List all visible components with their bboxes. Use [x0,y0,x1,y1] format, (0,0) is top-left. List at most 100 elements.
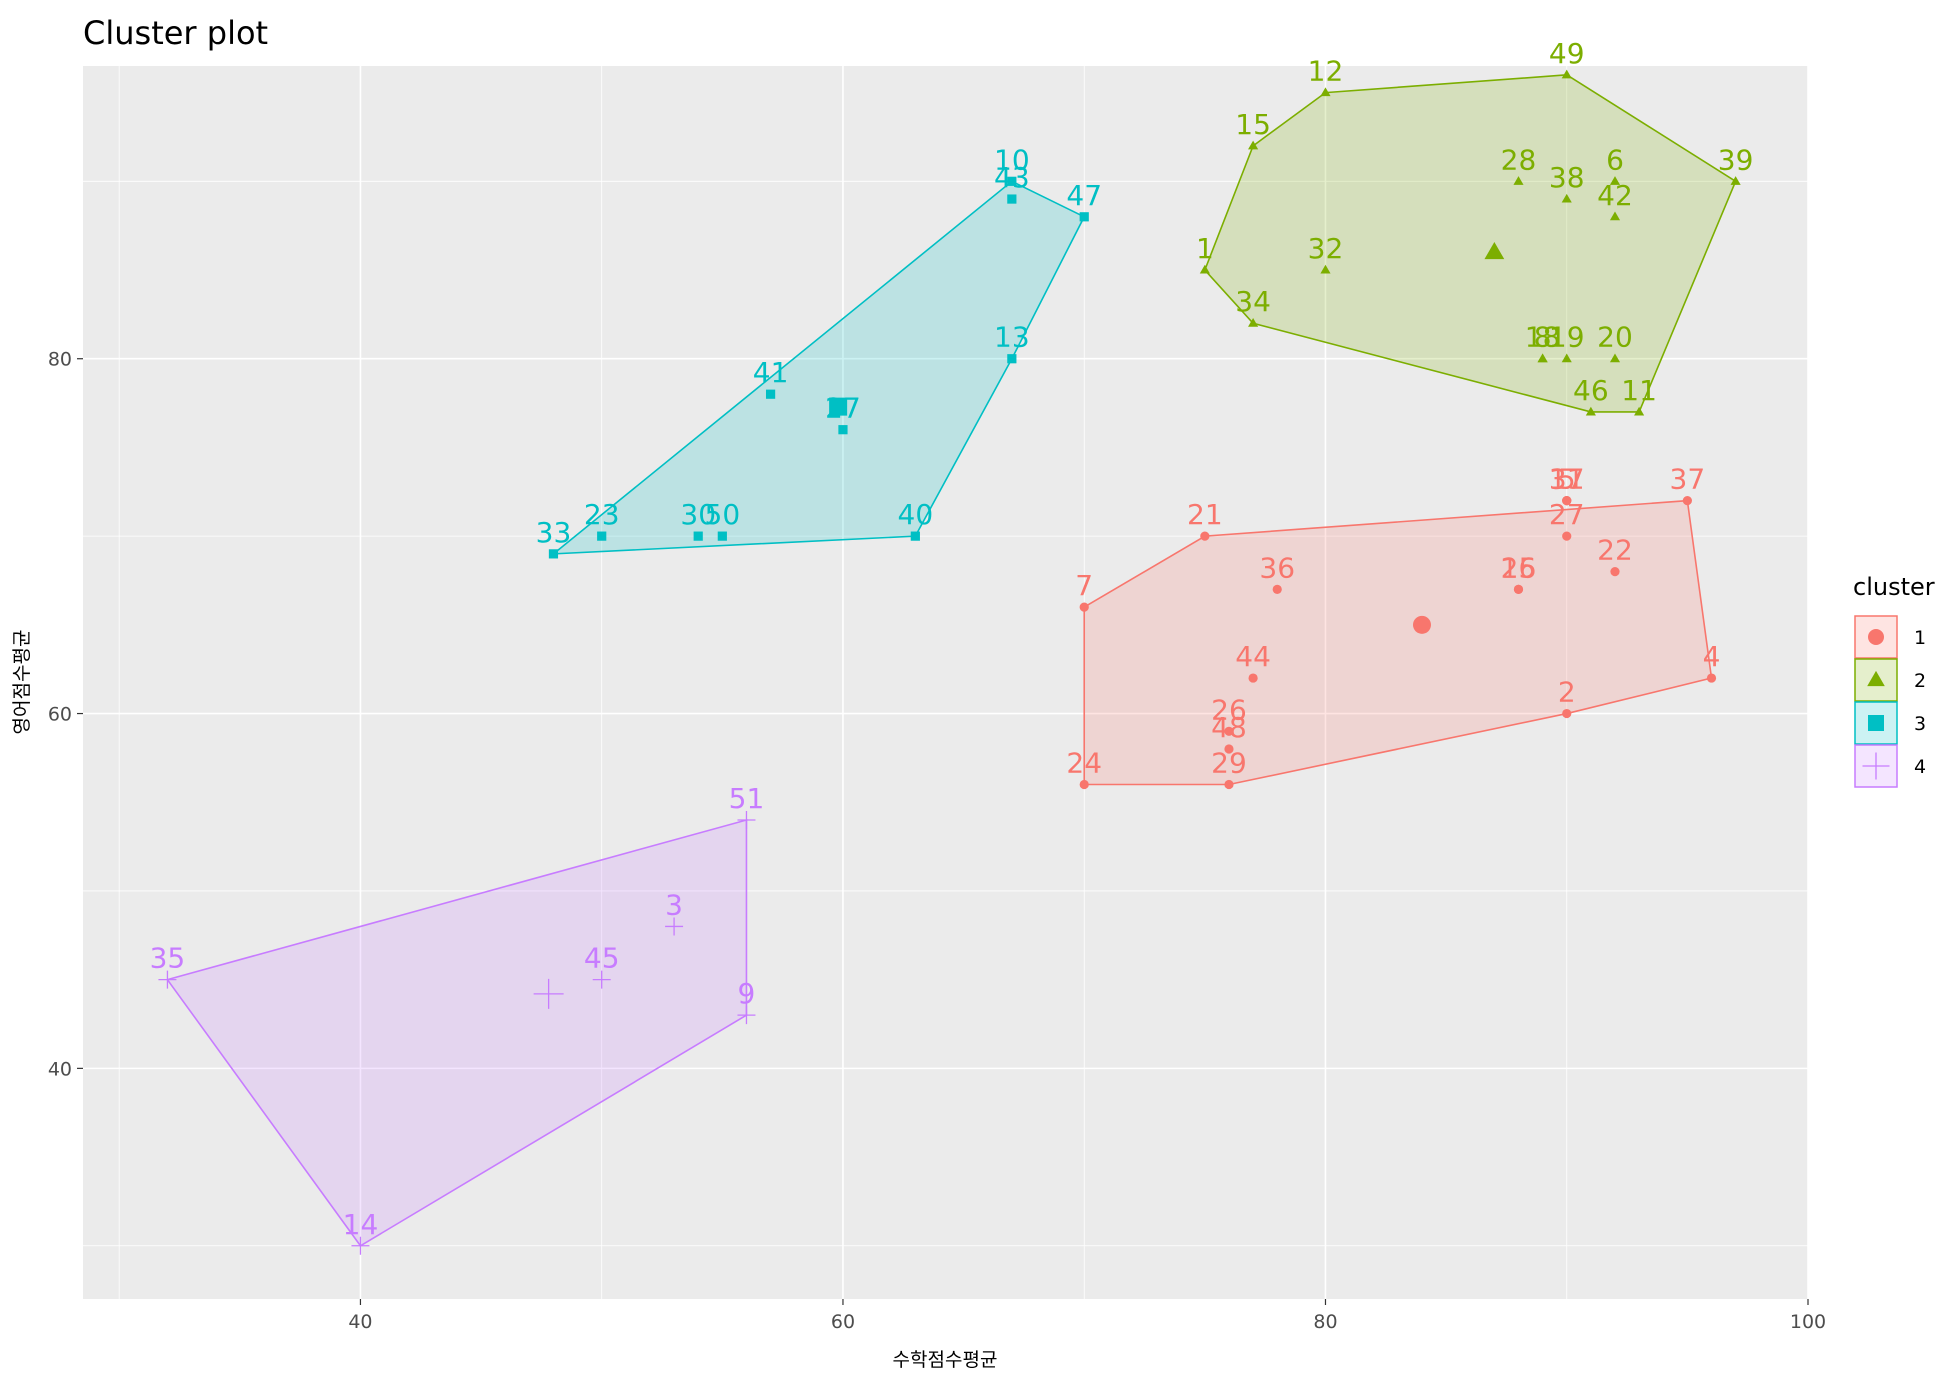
point-label: 3 [665,888,683,921]
cluster-1-point [1079,779,1089,790]
point-label: 50 [705,498,741,531]
cluster-1-point [1224,726,1234,736]
point-label: 2 [1558,676,1576,709]
cluster-4-point [351,1236,370,1255]
point-label: 39 [1718,143,1754,176]
point-label: 8 [1534,321,1552,354]
x-axis-title: 수학점수평균 [893,1349,998,1371]
cluster-2-point [1730,176,1741,185]
point-label: 43 [994,161,1030,194]
cluster-4-point [158,970,177,989]
point-label: 40 [898,498,934,531]
point-label: 14 [343,1208,379,1241]
point-label: 23 [584,498,620,531]
point-label: 17 [1549,463,1585,496]
cluster-1-point [1513,584,1524,594]
point-label: 35 [150,942,186,975]
cluster-3-point [717,531,727,541]
cluster-1-point [1224,744,1234,754]
cluster-2-point [1561,69,1572,79]
point-label: 36 [1259,551,1295,584]
point-label: 27 [825,392,861,425]
point-label: 25 [1501,551,1537,584]
y-axis-ticks: 40 60 80 [48,349,83,1080]
x-tick-label: 80 [1313,1311,1337,1333]
point-label: 1 [1196,232,1214,265]
x-tick-label: 60 [831,1311,855,1333]
legend-title: cluster [1853,573,1935,601]
point-label: 44 [1235,640,1271,673]
cluster-1-point [1200,531,1210,541]
point-label: 20 [1597,321,1633,354]
point-label: 21 [1187,498,1223,531]
cluster-1-point [1562,708,1572,719]
cluster-1-point [1248,673,1258,683]
point-label: 26 [1211,693,1247,726]
legend-marker-1 [1868,629,1884,645]
point-label: 31 [1549,463,1585,496]
x-tick-label: 100 [1790,1311,1826,1333]
point-label: 16 [1501,551,1537,584]
cluster-1-point [1682,496,1692,506]
point-label: 24 [1066,747,1102,780]
cluster-2-point [1585,406,1596,416]
cluster-4-center [533,978,564,1009]
cluster-2-point [1609,176,1621,185]
cluster-4-point [737,810,756,829]
cluster-2-point [1537,353,1548,363]
cluster-3-point [838,425,848,435]
legend: cluster 1 2 3 4 [1853,573,1935,788]
cluster-4-point [737,1006,756,1025]
cluster-3-hull [551,180,1086,555]
cluster-2-center [1484,242,1505,260]
cluster-centers [533,242,1505,1009]
data-points [158,69,1741,1255]
point-labels: 2457161721222425262729313637444816811121… [150,37,1754,1241]
point-label: 51 [729,782,765,815]
point-label: 30 [680,498,716,531]
cluster-2-point [1561,193,1572,203]
cluster-1-point [1562,531,1572,541]
y-tick-label: 60 [48,704,72,726]
point-label: 10 [994,143,1030,176]
cluster-3-point [597,531,607,541]
legend-key-4 [1854,744,1898,788]
point-label: 41 [753,356,789,389]
cluster-3-point [765,389,776,399]
cluster-1-point [1562,496,1572,506]
legend-label-1: 1 [1914,627,1926,649]
cluster-2-point [1320,264,1331,274]
point-label: 12 [1308,55,1344,88]
point-label: 38 [1549,161,1585,194]
cluster-1-point [1079,602,1089,612]
point-label: 11 [1621,374,1657,407]
grid-lines [83,66,1809,1299]
legend-label-2: 2 [1914,670,1926,692]
point-label: 27 [1549,498,1585,531]
cluster-1-hull [1083,499,1713,786]
point-label: 42 [1597,179,1633,212]
cluster-3-point [1079,212,1089,222]
point-label: 49 [1549,37,1585,70]
point-label: 13 [994,321,1030,354]
cluster-1-point [1272,584,1282,594]
cluster-2-point [1609,211,1621,221]
cluster-2-point [1609,353,1621,363]
point-label: 37 [1670,463,1706,496]
plot-panel [83,66,1808,1299]
y-tick-label: 80 [48,349,72,371]
point-label: 18 [1525,321,1561,354]
point-label: 46 [1573,374,1609,407]
cluster-4-point [665,917,684,936]
legend-marker-3 [1868,715,1884,731]
cluster-3-point [1007,194,1017,204]
point-label: 47 [1066,179,1102,212]
cluster-3-point [693,531,703,541]
x-tick-label: 40 [348,1311,372,1333]
cluster-1-point [1610,567,1620,577]
legend-label-4: 4 [1914,756,1926,778]
point-label: 19 [1549,321,1585,354]
chart-title: Cluster plot [83,14,268,52]
point-label: 5 [1558,463,1576,496]
